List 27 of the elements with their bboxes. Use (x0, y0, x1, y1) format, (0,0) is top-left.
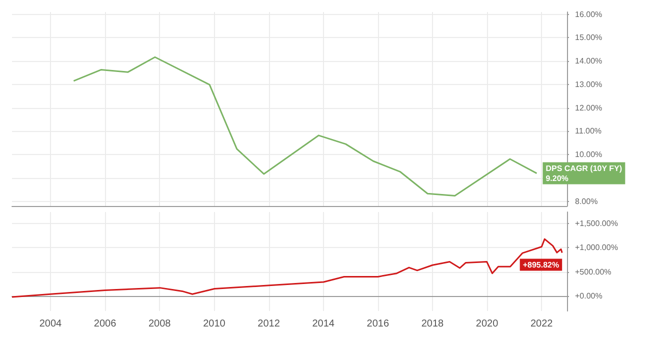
data-label: 9.20% (546, 174, 568, 183)
x-tick-label: 2008 (148, 318, 172, 330)
data-label: +895.82% (522, 260, 560, 270)
y-tick-label: 15.00% (575, 33, 602, 42)
x-tick-label: 2004 (39, 318, 62, 330)
y-tick-label: 13.00% (575, 80, 602, 89)
y-tick-label: +500.00% (575, 267, 612, 276)
line-series (11, 238, 563, 298)
y-tick-label: 16.00% (575, 10, 602, 19)
x-tick-label: 2016 (366, 318, 390, 330)
series-label: DPS CAGR (10Y FY) (546, 164, 622, 173)
y-tick-label: +1,500.00% (575, 219, 618, 228)
y-tick-label: 14.00% (575, 56, 602, 66)
y-tick-label: 10.00% (575, 150, 602, 160)
y-tick-label: +0.00% (575, 292, 602, 301)
x-tick-label: 2006 (94, 318, 117, 330)
y-tick-label: 12.00% (575, 103, 602, 112)
x-tick-label: 2022 (530, 318, 554, 330)
line-series (72, 56, 538, 196)
y-tick-label: +1,000.00% (575, 243, 618, 252)
x-tick-label: 2018 (421, 318, 444, 330)
x-tick-label: 2014 (312, 318, 335, 330)
y-tick-label: 11.00% (575, 126, 602, 136)
x-tick-label: 2010 (203, 318, 226, 330)
x-tick-label: 2012 (258, 318, 280, 330)
y-tick-label: 8.00% (575, 196, 598, 206)
x-tick-label: 2020 (476, 318, 499, 330)
